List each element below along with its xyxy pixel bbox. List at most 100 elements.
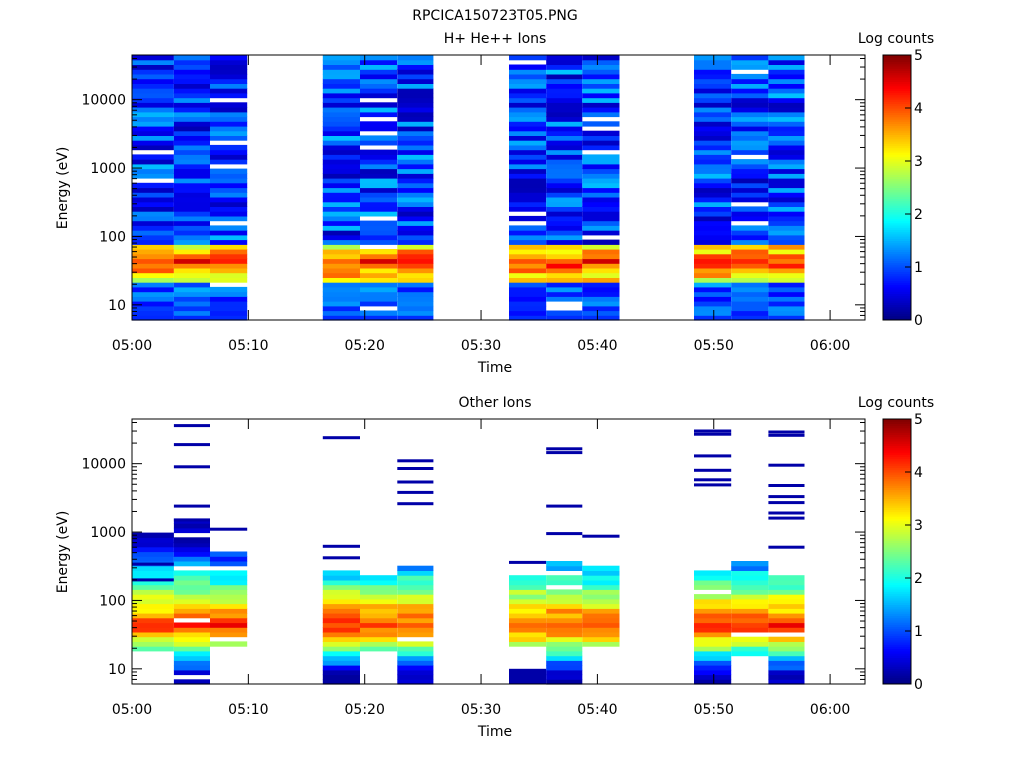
heatmap-cell <box>694 617 732 624</box>
colorbar-swatch <box>883 498 911 502</box>
heatmap-cell <box>132 97 174 103</box>
heatmap-cell <box>322 310 360 316</box>
heatmap-cell <box>731 627 769 633</box>
heatmap-cell <box>360 73 398 80</box>
heatmap-cell <box>360 206 398 212</box>
heatmap-cell <box>582 97 620 103</box>
heatmap-cell <box>210 617 248 624</box>
heatmap-cell <box>322 201 360 207</box>
colorbar-swatch <box>883 608 911 612</box>
heatmap-cell <box>360 594 398 600</box>
heatmap-cell <box>132 116 174 122</box>
heatmap-cell <box>173 102 210 108</box>
heatmap-cell <box>322 286 360 293</box>
heatmap-cell <box>322 249 360 255</box>
heatmap-cell <box>582 197 620 203</box>
heatmap-cell <box>731 159 769 165</box>
heatmap-cell <box>731 291 769 297</box>
heatmap-cell <box>768 679 805 685</box>
panel-title: Other Ions <box>458 395 531 411</box>
heatmap-cell <box>210 92 248 99</box>
heatmap-cell <box>397 244 434 250</box>
heatmap-cell <box>322 78 360 84</box>
heatmap-cell <box>210 126 248 132</box>
heatmap-cell <box>546 135 583 141</box>
heatmap-cell <box>768 159 805 165</box>
heatmap-cell <box>731 277 769 283</box>
colorbar-swatch <box>883 300 911 303</box>
heatmap-cell <box>509 97 547 103</box>
heatmap-cell <box>132 197 174 203</box>
time-column <box>546 55 583 321</box>
heatmap-cell <box>768 660 805 666</box>
heatmap-cell <box>694 570 732 576</box>
heatmap-cell <box>360 154 398 160</box>
heatmap-cell <box>582 144 620 151</box>
heatmap-cell <box>322 59 360 65</box>
heatmap-cell <box>397 603 434 609</box>
colorbar-swatch <box>883 644 911 647</box>
heatmap-cell <box>322 173 360 179</box>
heatmap-cell <box>397 197 434 203</box>
heatmap-cell <box>132 163 174 170</box>
heatmap-cell <box>397 598 434 605</box>
time-column <box>173 55 210 321</box>
heatmap-cell <box>173 121 210 127</box>
colorbar-swatch <box>883 280 911 283</box>
heatmap-cell <box>210 73 248 80</box>
heatmap-cell <box>173 613 210 619</box>
heatmap-cell <box>322 239 360 245</box>
heatmap-cell <box>322 589 360 595</box>
heatmap-cell <box>132 617 174 624</box>
heatmap-cell <box>397 655 434 661</box>
time-column <box>768 55 805 321</box>
heatmap-cell <box>768 187 805 193</box>
heatmap-cell <box>360 622 398 628</box>
heatmap-cell <box>768 211 805 217</box>
heatmap-cell <box>322 575 360 581</box>
heatmap-cell <box>173 537 210 543</box>
heatmap-cell <box>360 579 398 586</box>
time-column <box>397 55 434 321</box>
heatmap-cell <box>509 249 547 255</box>
heatmap-cell <box>132 646 174 652</box>
colorbar-swatch <box>883 269 911 272</box>
heatmap-cell <box>360 277 398 283</box>
plot-frame <box>131 418 866 685</box>
heatmap-cell <box>694 97 732 103</box>
heatmap-cell <box>694 135 732 141</box>
colorbar-swatch <box>883 454 911 458</box>
colorbar-swatch <box>883 278 911 281</box>
sparse-count-line <box>173 504 210 508</box>
heatmap-cell <box>582 589 620 595</box>
heatmap-cell <box>546 315 583 321</box>
heatmap-cell <box>694 655 732 661</box>
colorbar-swatch <box>883 480 911 484</box>
heatmap-cell <box>768 73 805 80</box>
heatmap-cell <box>694 220 732 226</box>
heatmap-cell <box>768 277 805 283</box>
heatmap-cell <box>694 182 732 189</box>
heatmap-cell <box>322 211 360 217</box>
heatmap-cell <box>768 305 805 312</box>
heatmap-cell <box>322 608 360 614</box>
heatmap-cell <box>397 168 434 174</box>
heatmap-cell <box>397 83 434 89</box>
colorbar-tick-label: 2 <box>914 207 923 223</box>
heatmap-cell <box>509 594 547 600</box>
colorbar-swatch <box>883 525 911 528</box>
heatmap-cell <box>360 636 398 642</box>
colorbar-swatch <box>883 536 911 539</box>
heatmap-cell <box>768 116 805 122</box>
colorbar-swatch <box>883 666 911 670</box>
heatmap-cell <box>360 135 398 141</box>
heatmap-cell <box>731 144 769 151</box>
sparse-count-line <box>173 540 210 544</box>
heatmap-cell <box>360 272 398 278</box>
heatmap-cell <box>731 296 769 302</box>
heatmap-cell <box>731 244 769 250</box>
heatmap-cell <box>210 570 248 576</box>
colorbar-tick-label: 1 <box>914 260 923 276</box>
time-column <box>546 447 583 685</box>
heatmap-cell <box>360 88 398 94</box>
